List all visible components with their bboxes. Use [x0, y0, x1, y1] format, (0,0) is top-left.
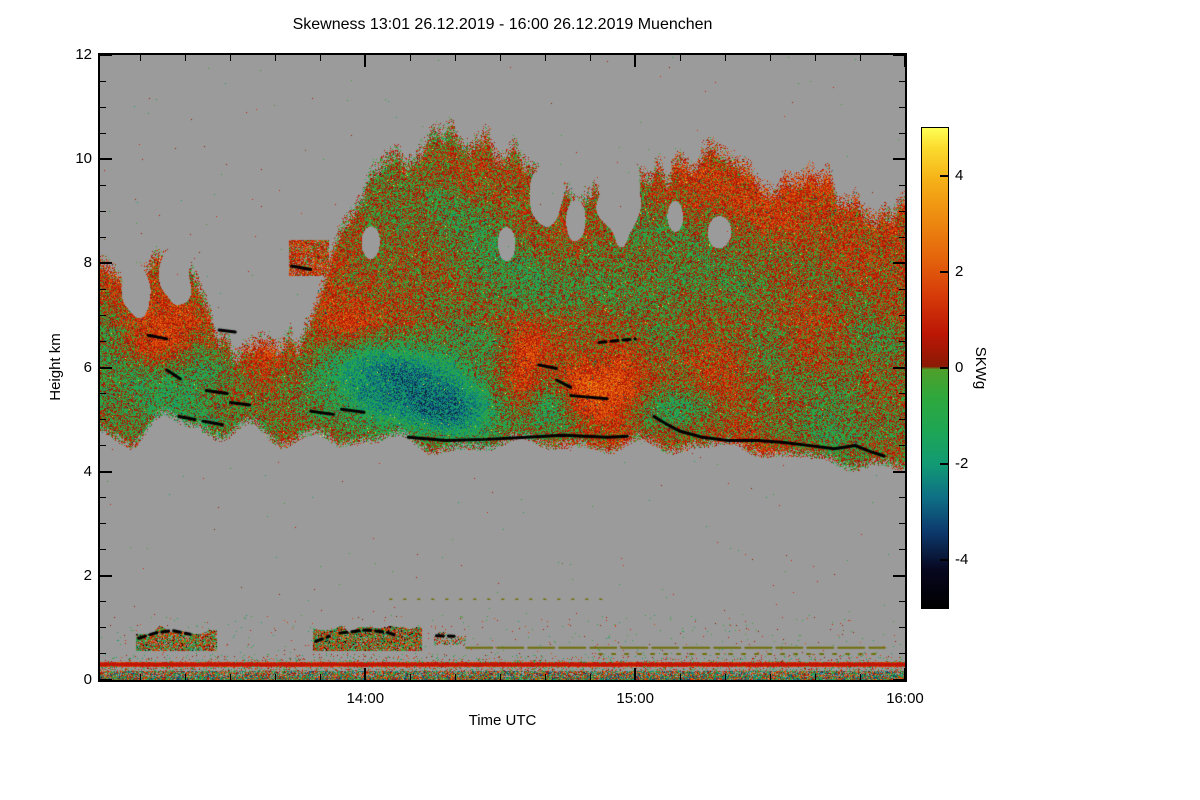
colorbar-tick-label: -2	[955, 455, 969, 472]
x-tick-label: 14:00	[346, 690, 385, 707]
colorbar-tick-label: 0	[955, 359, 964, 376]
y-tick-label: 6	[83, 358, 92, 376]
y-tick-label: 4	[83, 462, 92, 480]
heatmap-canvas	[100, 55, 905, 680]
colorbar-tick-label: -4	[955, 551, 969, 568]
colorbar-tick-label: 4	[955, 167, 964, 184]
x-tick-label: 15:00	[616, 690, 654, 707]
colorbar-gradient	[922, 128, 948, 608]
y-tick-label: 0	[83, 671, 92, 688]
plot-title: Skewness 13:01 26.12.2019 - 16:00 26.12.…	[292, 16, 713, 33]
y-tick-label: 8	[83, 254, 92, 272]
x-tick-label: 16:00	[886, 690, 924, 707]
y-tick-label: 12	[75, 46, 92, 63]
y-tick-label: 10	[75, 150, 92, 168]
x-axis-label: Time UTC	[468, 712, 537, 729]
y-tick-label: 2	[83, 566, 92, 584]
colorbar-tick-label: 2	[955, 263, 964, 280]
